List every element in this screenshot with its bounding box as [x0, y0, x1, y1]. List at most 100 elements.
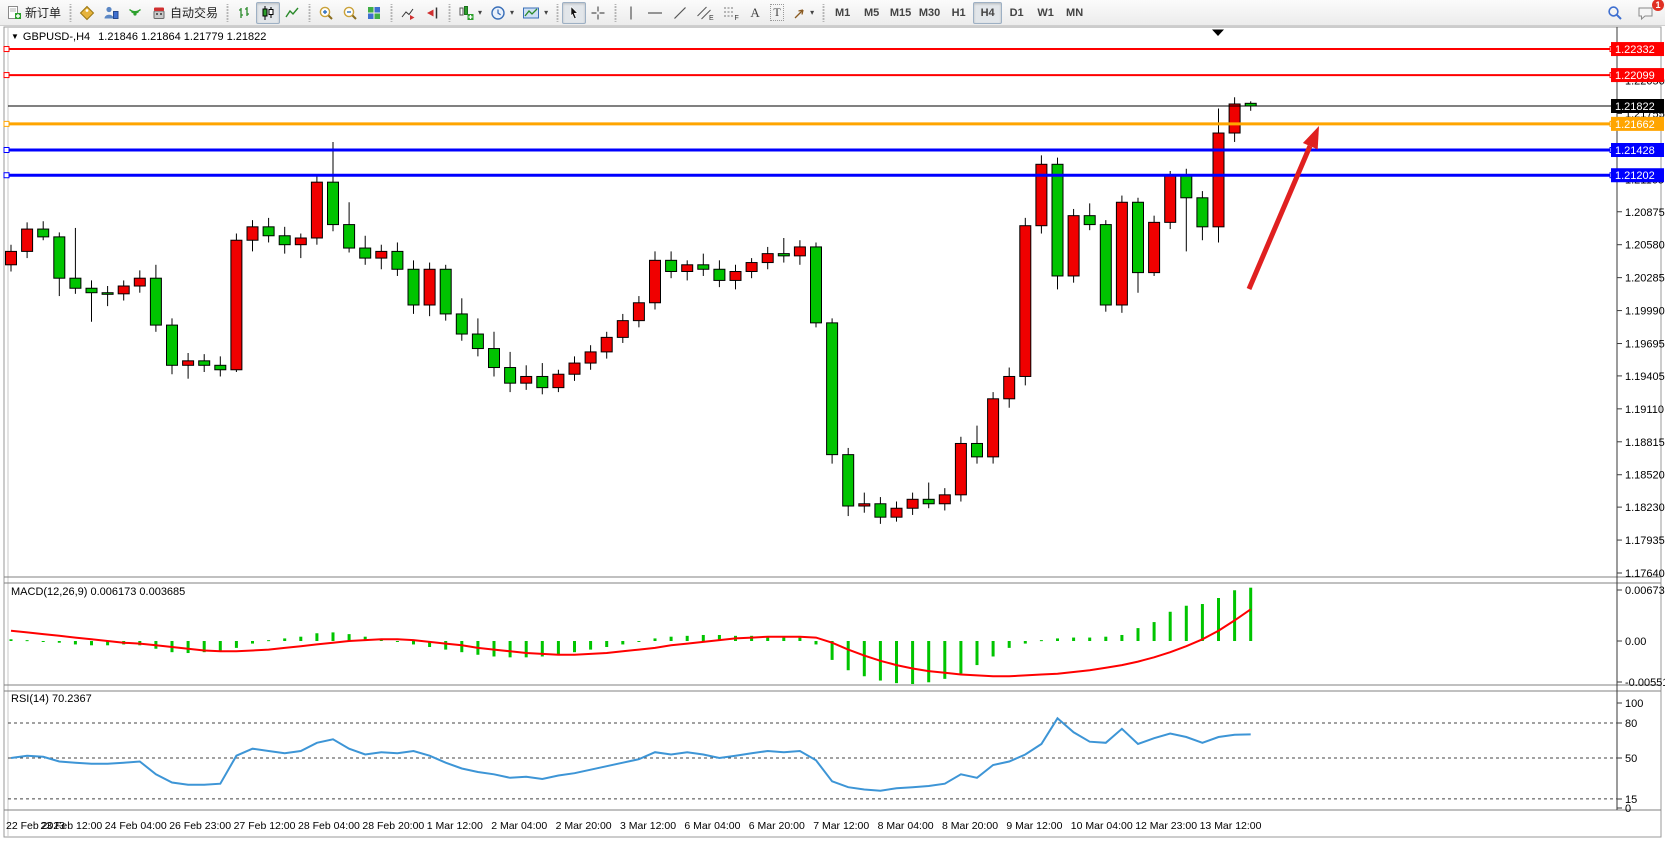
chart-tag-button[interactable] [75, 2, 99, 24]
fibonacci-button[interactable]: F [718, 2, 744, 24]
text-label-button[interactable]: T [766, 2, 788, 24]
timeframe-m1[interactable]: M1 [834, 6, 851, 19]
timeframe-h1[interactable]: H1 [951, 6, 966, 19]
price-tick-label: 1.17935 [1625, 535, 1665, 547]
candle [600, 336, 613, 353]
timeframe-m5[interactable]: M5 [863, 6, 880, 19]
macd-histogram-bar [1104, 636, 1108, 641]
template-button[interactable]: ▾ [518, 2, 552, 24]
hline-handle[interactable] [3, 46, 10, 53]
tile-windows-icon [368, 6, 381, 19]
chevron-down-icon[interactable]: ▾ [510, 8, 515, 17]
macd-histogram-bar [911, 641, 915, 684]
price-tick-label: 1.18520 [1625, 470, 1665, 482]
macd-histogram-bar [556, 641, 560, 655]
timeframe-m30[interactable]: M30 [918, 6, 941, 19]
date-label: 3 Mar 12:00 [620, 820, 676, 832]
timeframe-m15[interactable]: M15 [889, 6, 912, 19]
candle [681, 264, 694, 272]
chart-window: 1.220501.217551.211651.208751.205801.202… [0, 26, 1665, 841]
chevron-down-icon[interactable]: ▾ [478, 8, 483, 17]
chevron-down-icon[interactable]: ▾ [810, 8, 815, 17]
trendline-button[interactable] [668, 2, 692, 24]
price-label-box [1611, 42, 1664, 57]
macd-histogram-bar [331, 632, 335, 641]
crosshair-button[interactable] [586, 2, 610, 24]
hline-handle[interactable] [3, 120, 10, 127]
macd-scale-label: -0.005514 [1625, 677, 1665, 689]
horizontal-line-button[interactable] [642, 2, 668, 24]
price-label-text: 1.22332 [1615, 44, 1655, 56]
chart-shift-marker[interactable] [1212, 29, 1224, 37]
chat-button[interactable]: 1 [1633, 0, 1664, 24]
text-button[interactable]: A [744, 2, 766, 24]
cursor-icon [570, 5, 579, 19]
candle [294, 237, 307, 246]
macd-histogram-bar [701, 634, 705, 641]
toolbar-gripper [389, 3, 394, 22]
auto-trading-button[interactable]: 自动交易 [147, 2, 222, 24]
price-label-text: 1.21202 [1615, 170, 1655, 182]
macd-histogram-bar [540, 641, 544, 657]
trendline-icon [674, 6, 687, 19]
timeframe-mn[interactable]: MN [1066, 6, 1084, 19]
hline-handle[interactable] [3, 146, 10, 153]
auto-scroll-button[interactable] [396, 2, 420, 24]
zoom-in-button[interactable] [314, 2, 338, 24]
vertical-line-button[interactable] [620, 2, 642, 24]
new-chart-button[interactable]: ▾ [454, 2, 486, 24]
chart-tag-icon [79, 5, 95, 20]
arrows-tool-button[interactable]: ▾ [788, 2, 818, 24]
chevron-down-icon[interactable]: ▾ [544, 8, 549, 17]
candle [246, 226, 259, 241]
bar-chart-button[interactable] [232, 2, 256, 24]
candle [906, 498, 919, 509]
macd-histogram-bar [846, 641, 850, 671]
candle [1035, 163, 1048, 227]
candle [85, 287, 98, 294]
hline-handle[interactable] [3, 172, 10, 179]
signal-icon [129, 8, 141, 16]
candle [375, 250, 388, 259]
equidistant-channel-button[interactable]: E [692, 2, 718, 24]
chat-icon [1638, 7, 1653, 20]
candle [665, 259, 678, 272]
timeframe-d1[interactable]: D1 [1009, 6, 1024, 19]
macd-histogram-bar [460, 641, 464, 653]
signal-button[interactable] [123, 2, 147, 24]
line-chart-button[interactable] [280, 2, 304, 24]
macd-histogram-bar [57, 641, 61, 643]
macd-histogram-bar [1007, 641, 1011, 648]
hline-handle[interactable] [3, 72, 10, 79]
price-label-box [1611, 116, 1664, 131]
timeframe-h4[interactable]: H4 [973, 1, 1003, 24]
candle [1115, 201, 1128, 306]
timeframe-w1[interactable]: W1 [1037, 6, 1054, 19]
macd-histogram-bar [508, 641, 512, 658]
macd-histogram-bar [218, 641, 222, 652]
new-order-button[interactable]: 新订单 [2, 2, 65, 24]
price-label-text: 1.22099 [1615, 70, 1655, 82]
annotation-arrow-head[interactable] [1302, 126, 1319, 150]
candle [214, 364, 227, 371]
macd-histogram-bar [524, 641, 528, 658]
tile-windows-button[interactable] [362, 2, 386, 24]
macd-histogram-bar [444, 641, 448, 650]
macd-histogram-bar [1217, 598, 1220, 641]
annotation-arrow-shaft[interactable] [1246, 145, 1313, 290]
macd-histogram-bar [1168, 611, 1172, 641]
candle [632, 302, 645, 322]
date-label: 1 Mar 12:00 [427, 820, 483, 832]
candle [1003, 375, 1016, 400]
cursor-button[interactable] [562, 1, 587, 24]
price-tick-label: 1.20580 [1625, 240, 1665, 252]
zoom-out-button[interactable] [338, 2, 362, 24]
market-watch-button[interactable] [99, 2, 123, 24]
profiles-button[interactable]: ▾ [486, 2, 518, 24]
candle [455, 313, 468, 335]
macd-scale-label: 0.00 [1625, 636, 1646, 648]
chart-canvas[interactable]: 1.220501.217551.211651.208751.205801.202… [0, 26, 1665, 841]
chart-shift-button[interactable] [420, 2, 444, 24]
candlestick-chart-button[interactable] [256, 1, 281, 24]
search-button[interactable] [1603, 2, 1627, 24]
